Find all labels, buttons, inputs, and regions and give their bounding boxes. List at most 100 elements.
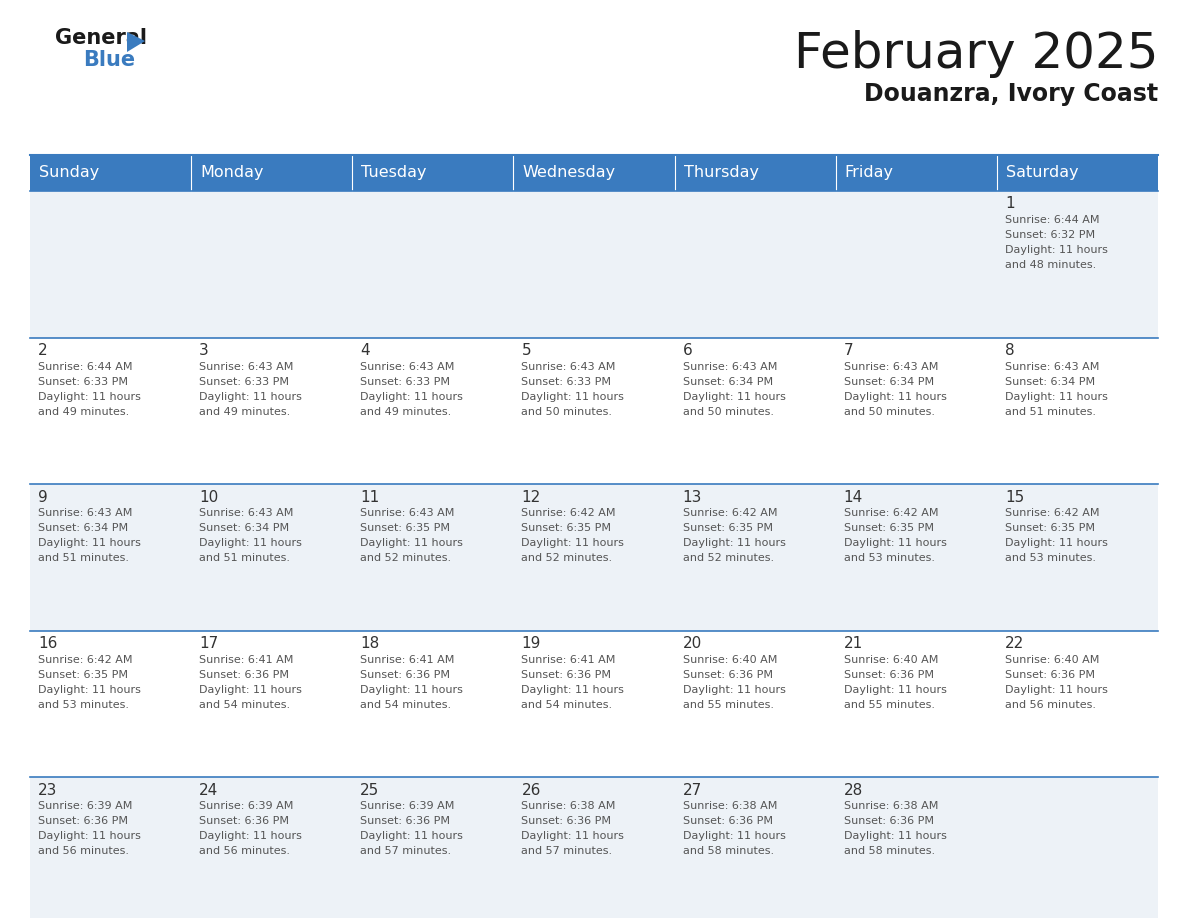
Text: Sunrise: 6:39 AM: Sunrise: 6:39 AM <box>360 801 455 812</box>
Text: 14: 14 <box>843 489 862 505</box>
Text: Sunrise: 6:43 AM: Sunrise: 6:43 AM <box>200 509 293 518</box>
Text: Sunset: 6:35 PM: Sunset: 6:35 PM <box>1005 523 1095 533</box>
Text: 19: 19 <box>522 636 541 651</box>
Text: Daylight: 11 hours: Daylight: 11 hours <box>683 538 785 548</box>
Text: Sunset: 6:33 PM: Sunset: 6:33 PM <box>360 376 450 386</box>
Text: and 52 minutes.: and 52 minutes. <box>360 554 451 564</box>
Text: and 51 minutes.: and 51 minutes. <box>1005 407 1095 417</box>
Text: 16: 16 <box>38 636 57 651</box>
Text: Sunrise: 6:40 AM: Sunrise: 6:40 AM <box>1005 655 1099 665</box>
Text: and 58 minutes.: and 58 minutes. <box>843 846 935 856</box>
Text: Sunrise: 6:42 AM: Sunrise: 6:42 AM <box>1005 509 1099 518</box>
Text: and 53 minutes.: and 53 minutes. <box>843 554 935 564</box>
Text: Sunset: 6:35 PM: Sunset: 6:35 PM <box>843 523 934 533</box>
Text: Daylight: 11 hours: Daylight: 11 hours <box>843 832 947 842</box>
Text: Daylight: 11 hours: Daylight: 11 hours <box>200 538 302 548</box>
Text: Sunset: 6:36 PM: Sunset: 6:36 PM <box>522 816 612 826</box>
Text: Daylight: 11 hours: Daylight: 11 hours <box>200 832 302 842</box>
Text: Sunset: 6:36 PM: Sunset: 6:36 PM <box>360 670 450 680</box>
Text: Daylight: 11 hours: Daylight: 11 hours <box>683 392 785 401</box>
Text: 24: 24 <box>200 783 219 798</box>
Text: Daylight: 11 hours: Daylight: 11 hours <box>360 685 463 695</box>
Text: and 53 minutes.: and 53 minutes. <box>38 700 129 710</box>
Text: 15: 15 <box>1005 489 1024 505</box>
Text: Sunset: 6:36 PM: Sunset: 6:36 PM <box>1005 670 1095 680</box>
Bar <box>30 778 1158 918</box>
Text: 8: 8 <box>1005 343 1015 358</box>
Text: Tuesday: Tuesday <box>361 165 426 181</box>
Text: Thursday: Thursday <box>683 165 759 181</box>
Text: and 51 minutes.: and 51 minutes. <box>200 554 290 564</box>
Text: Sunset: 6:34 PM: Sunset: 6:34 PM <box>200 523 289 533</box>
Text: 13: 13 <box>683 489 702 505</box>
Text: and 56 minutes.: and 56 minutes. <box>38 846 129 856</box>
Text: Wednesday: Wednesday <box>523 165 615 181</box>
Text: and 48 minutes.: and 48 minutes. <box>1005 260 1097 270</box>
Text: Daylight: 11 hours: Daylight: 11 hours <box>360 392 463 401</box>
Text: Daylight: 11 hours: Daylight: 11 hours <box>843 538 947 548</box>
Text: 7: 7 <box>843 343 853 358</box>
Text: and 53 minutes.: and 53 minutes. <box>1005 554 1095 564</box>
Text: Sunset: 6:36 PM: Sunset: 6:36 PM <box>38 816 128 826</box>
Text: Sunrise: 6:44 AM: Sunrise: 6:44 AM <box>38 362 133 372</box>
Text: 26: 26 <box>522 783 541 798</box>
Text: Douanzra, Ivory Coast: Douanzra, Ivory Coast <box>864 82 1158 106</box>
Text: Monday: Monday <box>200 165 264 181</box>
Text: Daylight: 11 hours: Daylight: 11 hours <box>522 832 625 842</box>
Text: Sunset: 6:36 PM: Sunset: 6:36 PM <box>683 670 772 680</box>
Text: 27: 27 <box>683 783 702 798</box>
Text: Sunrise: 6:42 AM: Sunrise: 6:42 AM <box>38 655 133 665</box>
Text: and 52 minutes.: and 52 minutes. <box>683 554 773 564</box>
Text: Daylight: 11 hours: Daylight: 11 hours <box>38 392 141 401</box>
Bar <box>30 338 1158 484</box>
Text: Sunset: 6:34 PM: Sunset: 6:34 PM <box>1005 376 1095 386</box>
Text: and 54 minutes.: and 54 minutes. <box>522 700 613 710</box>
Text: 21: 21 <box>843 636 862 651</box>
Bar <box>30 155 191 191</box>
Text: 11: 11 <box>360 489 379 505</box>
Text: and 50 minutes.: and 50 minutes. <box>683 407 773 417</box>
Text: and 50 minutes.: and 50 minutes. <box>843 407 935 417</box>
Text: 10: 10 <box>200 489 219 505</box>
Text: Daylight: 11 hours: Daylight: 11 hours <box>1005 685 1107 695</box>
Text: 17: 17 <box>200 636 219 651</box>
Text: 2: 2 <box>38 343 48 358</box>
Text: Sunrise: 6:42 AM: Sunrise: 6:42 AM <box>522 509 615 518</box>
Text: Sunrise: 6:42 AM: Sunrise: 6:42 AM <box>683 509 777 518</box>
Text: and 52 minutes.: and 52 minutes. <box>522 554 613 564</box>
Text: Sunset: 6:35 PM: Sunset: 6:35 PM <box>683 523 772 533</box>
Text: and 49 minutes.: and 49 minutes. <box>200 407 290 417</box>
Text: Sunrise: 6:43 AM: Sunrise: 6:43 AM <box>843 362 939 372</box>
Text: 28: 28 <box>843 783 862 798</box>
Text: and 56 minutes.: and 56 minutes. <box>200 846 290 856</box>
Text: Sunset: 6:36 PM: Sunset: 6:36 PM <box>360 816 450 826</box>
Text: Sunset: 6:33 PM: Sunset: 6:33 PM <box>200 376 289 386</box>
Text: Sunrise: 6:38 AM: Sunrise: 6:38 AM <box>843 801 939 812</box>
Text: Daylight: 11 hours: Daylight: 11 hours <box>522 538 625 548</box>
Text: General: General <box>55 28 147 48</box>
Text: 12: 12 <box>522 489 541 505</box>
Text: Sunset: 6:36 PM: Sunset: 6:36 PM <box>843 816 934 826</box>
Text: Sunrise: 6:43 AM: Sunrise: 6:43 AM <box>38 509 132 518</box>
Text: and 54 minutes.: and 54 minutes. <box>360 700 451 710</box>
Text: Sunset: 6:33 PM: Sunset: 6:33 PM <box>38 376 128 386</box>
Text: 6: 6 <box>683 343 693 358</box>
Bar <box>30 631 1158 778</box>
Bar <box>191 155 353 191</box>
Text: and 58 minutes.: and 58 minutes. <box>683 846 773 856</box>
Text: Sunset: 6:36 PM: Sunset: 6:36 PM <box>200 816 289 826</box>
Text: Sunrise: 6:40 AM: Sunrise: 6:40 AM <box>843 655 939 665</box>
Text: 20: 20 <box>683 636 702 651</box>
Text: Sunrise: 6:43 AM: Sunrise: 6:43 AM <box>360 362 455 372</box>
Text: Daylight: 11 hours: Daylight: 11 hours <box>683 832 785 842</box>
Text: Saturday: Saturday <box>1006 165 1079 181</box>
Bar <box>30 191 1158 338</box>
Text: Sunrise: 6:43 AM: Sunrise: 6:43 AM <box>522 362 615 372</box>
Text: 23: 23 <box>38 783 57 798</box>
Polygon shape <box>127 32 145 52</box>
Text: and 54 minutes.: and 54 minutes. <box>200 700 290 710</box>
Text: 3: 3 <box>200 343 209 358</box>
Text: Sunset: 6:36 PM: Sunset: 6:36 PM <box>683 816 772 826</box>
Text: and 57 minutes.: and 57 minutes. <box>360 846 451 856</box>
Text: Sunday: Sunday <box>39 165 100 181</box>
